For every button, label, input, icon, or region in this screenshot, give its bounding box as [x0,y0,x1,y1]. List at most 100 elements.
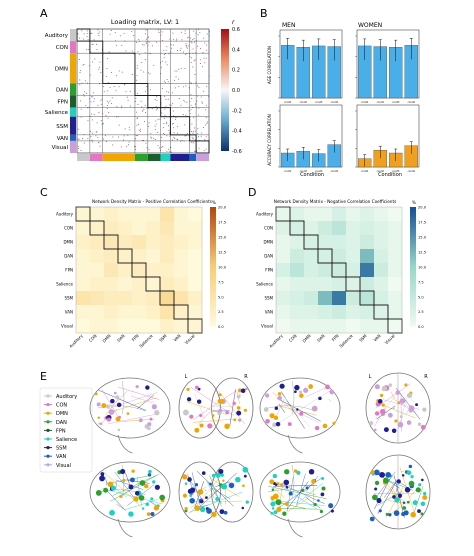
matrix-dot [181,32,182,33]
matrix-dot [163,50,164,51]
matrix-dot [155,99,156,100]
heat-cell [318,249,332,263]
matrix-dot [203,127,204,128]
matrix-dot [206,50,207,51]
matrix-dot [115,32,116,33]
heat-cell [118,319,132,333]
heat-cell [304,235,318,249]
heat-cell [360,319,374,333]
matrix-dot [102,124,103,125]
node [211,512,217,518]
matrix-dot [79,59,80,60]
heat-cell [388,221,402,235]
heat-cell [90,207,104,221]
matrix-dot [136,112,137,113]
heat-cell [290,291,304,305]
matrix-dot [203,52,204,53]
col-swatch-salience [161,154,171,161]
matrix-dot [151,138,152,139]
row-swatch-fpn [70,96,76,108]
heat-colorbar-tick: 20.0 [418,206,427,210]
matrix-dot [101,99,102,100]
heat-colorbar-tick: 0.0 [418,325,424,329]
heat-row-label: CON [264,226,273,231]
matrix-dot [137,65,138,66]
matrix-dot [173,39,174,40]
matrix-dot [185,54,186,55]
heat-cell [76,319,90,333]
heat-cell [290,249,304,263]
matrix-dot [112,137,113,138]
matrix-dot [146,30,147,31]
matrix-dot [88,39,89,40]
node [221,473,224,476]
matrix-dot [111,30,112,31]
node [109,510,115,516]
node [314,503,317,506]
heat-cell [290,277,304,291]
matrix-dot [181,68,182,69]
matrix-dot [193,133,194,134]
node [229,483,235,489]
node [182,474,187,479]
colorbar-tick: -0.6 [232,149,242,155]
heat-cell [374,263,388,277]
node [224,511,228,515]
matrix-dot [126,50,127,51]
heat-cell [290,305,304,319]
heat-cell [276,207,290,221]
node [244,409,247,412]
matrix-dot [146,43,147,44]
node [404,383,407,386]
matrix-dot [200,63,201,64]
matrix-dot [118,137,119,138]
matrix-dot [103,123,104,124]
row-label-fpn: FPN [57,100,68,106]
matrix-dot [86,49,87,50]
matrix-dot [85,105,86,106]
node [275,484,278,487]
heat-cell [290,319,304,333]
matrix-dot [195,60,196,61]
matrix-dot [149,122,150,123]
col-swatch-visual [196,154,209,161]
matrix-dot [129,127,130,128]
heat-cell [118,305,132,319]
matrix-dot [194,38,195,39]
panel-a-matrix-frame [77,29,209,153]
heat-cell [360,305,374,319]
matrix-dot [164,118,165,119]
heat-cell [276,249,290,263]
node [421,479,424,482]
node [413,500,418,505]
matrix-dot [107,108,108,109]
matrix-dot [201,97,202,98]
row-label-salience: Salience [45,110,69,116]
colorbar-bar [221,29,229,151]
x-tick-label: cond1 [361,170,369,173]
matrix-dot [110,34,111,35]
heat-col-label: FPN [331,333,340,342]
heat-col-label: Salience [338,333,354,349]
heat-cell [188,277,202,291]
matrix-dot [166,151,167,152]
panel-a-loading-matrix: Loading matrix, LV: 1 AuditoryCONDMNDANF… [45,18,242,161]
heat-cell [290,207,304,221]
matrix-dot [84,91,85,92]
matrix-dot [135,101,136,102]
node [296,471,300,475]
node [380,394,383,397]
panel-c-heatmap: AuditoryAuditoryCONCONDMNDMNDANDANFPNFPN… [56,206,227,349]
matrix-dot [185,85,186,86]
heat-cell [90,249,104,263]
matrix-dot [204,43,205,44]
matrix-dot [203,91,204,92]
node [265,419,269,423]
node [382,386,388,392]
matrix-dot [121,147,122,148]
heat-cell [276,305,290,319]
node [131,469,134,472]
matrix-dot [200,59,201,60]
heat-cell [318,277,332,291]
